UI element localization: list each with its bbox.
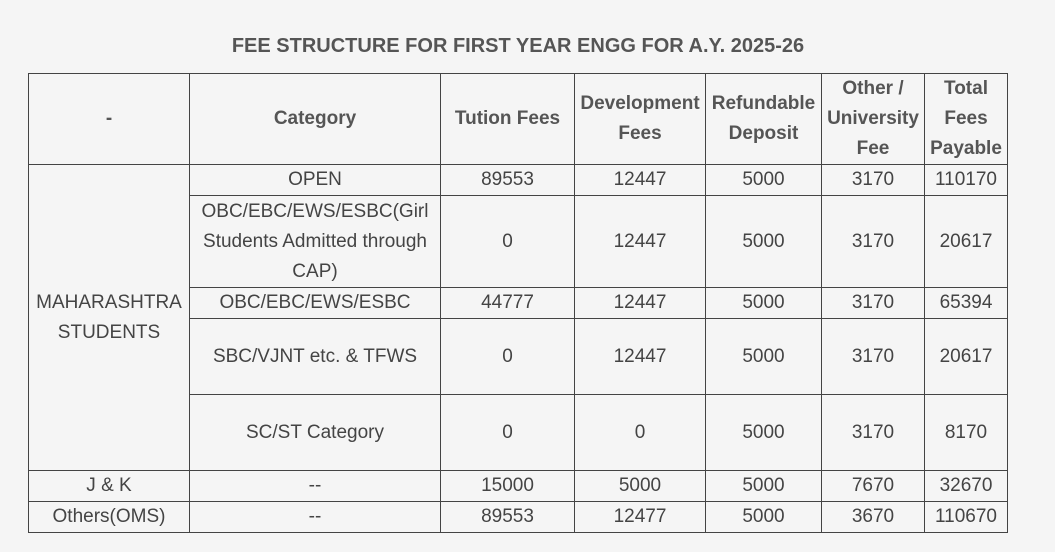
other-fee-cell: 3170 — [821, 394, 925, 471]
group-cell: J & K — [28, 470, 190, 502]
fee-table: - Category Tution Fees Development Fees … — [28, 73, 1008, 533]
table-row: SBC/VJNT etc. & TFWS 0 12447 5000 3170 2… — [29, 318, 1008, 395]
other-fee-cell: 3170 — [821, 287, 925, 319]
total-fees-cell: 110670 — [924, 501, 1008, 533]
group-cell: Others(OMS) — [28, 501, 190, 533]
other-fee-cell: 3170 — [821, 318, 925, 395]
refundable-deposit-cell: 5000 — [705, 318, 822, 395]
tution-fees-cell: 89553 — [440, 501, 575, 533]
header-row: - Category Tution Fees Development Fees … — [28, 73, 1008, 165]
category-cell: -- — [189, 501, 441, 533]
refundable-deposit-cell: 5000 — [705, 470, 822, 502]
development-fees-cell: 5000 — [574, 470, 706, 502]
total-fees-cell: 8170 — [924, 394, 1008, 471]
header-cell: Refundable Deposit — [705, 73, 822, 165]
development-fees-cell: 0 — [574, 394, 706, 471]
refundable-deposit-cell: 5000 — [705, 164, 822, 196]
other-fee-cell: 3170 — [821, 195, 925, 288]
table-row: OBC/EBC/EWS/ESBC(Girl Students Admitted … — [29, 195, 1008, 288]
category-cell: OBC/EBC/EWS/ESBC(Girl Students Admitted … — [189, 195, 441, 288]
header-cell: Total Fees Payable — [924, 73, 1008, 165]
tution-fees-cell: 15000 — [440, 470, 575, 502]
group-cell: MAHARASHTRA STUDENTS — [28, 164, 190, 471]
development-fees-cell: 12447 — [574, 287, 706, 319]
category-cell: OBC/EBC/EWS/ESBC — [189, 287, 441, 319]
header-cell: Development Fees — [574, 73, 706, 165]
other-fee-cell: 7670 — [821, 470, 925, 502]
header-cell: Category — [189, 73, 441, 165]
total-fees-cell: 65394 — [924, 287, 1008, 319]
development-fees-cell: 12447 — [574, 318, 706, 395]
refundable-deposit-cell: 5000 — [705, 287, 822, 319]
tution-fees-cell: 0 — [440, 318, 575, 395]
refundable-deposit-cell: 5000 — [705, 394, 822, 471]
category-cell: OPEN — [189, 164, 441, 196]
page-title: FEE STRUCTURE FOR FIRST YEAR ENGG FOR A.… — [231, 35, 805, 57]
header-cell: - — [28, 73, 190, 165]
total-fees-cell: 20617 — [924, 318, 1008, 395]
table-row: J & K -- 15000 5000 5000 7670 32670 — [28, 470, 1008, 502]
tution-fees-cell: 44777 — [440, 287, 575, 319]
development-fees-cell: 12477 — [574, 501, 706, 533]
header-cell: Other / University Fee — [821, 73, 925, 165]
header-cell: Tution Fees — [440, 73, 575, 165]
other-fee-cell: 3170 — [821, 164, 925, 196]
development-fees-cell: 12447 — [574, 195, 706, 288]
category-cell: SBC/VJNT etc. & TFWS — [189, 318, 441, 395]
tution-fees-cell: 89553 — [440, 164, 575, 196]
category-cell: -- — [189, 470, 441, 502]
table-row: MAHARASHTRA STUDENTS OPEN 89553 12447 50… — [28, 164, 1008, 471]
total-fees-cell: 20617 — [924, 195, 1008, 288]
refundable-deposit-cell: 5000 — [705, 195, 822, 288]
refundable-deposit-cell: 5000 — [705, 501, 822, 533]
table-row: SC/ST Category 0 0 5000 3170 8170 — [29, 394, 1008, 471]
other-fee-cell: 3670 — [821, 501, 925, 533]
category-cell: SC/ST Category — [189, 394, 441, 471]
table-row: Others(OMS) -- 89553 12477 5000 3670 110… — [28, 501, 1008, 533]
total-fees-cell: 32670 — [924, 470, 1008, 502]
development-fees-cell: 12447 — [574, 164, 706, 196]
tution-fees-cell: 0 — [440, 195, 575, 288]
total-fees-cell: 110170 — [924, 164, 1008, 196]
tution-fees-cell: 0 — [440, 394, 575, 471]
